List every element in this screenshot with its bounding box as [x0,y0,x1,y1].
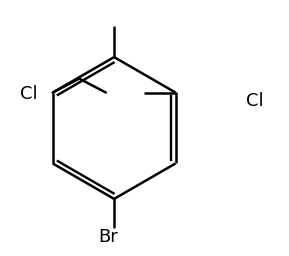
Text: Br: Br [98,228,118,246]
Text: Cl: Cl [21,85,38,103]
Text: Cl: Cl [246,92,264,110]
